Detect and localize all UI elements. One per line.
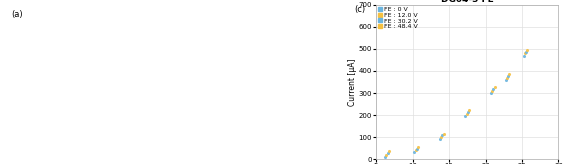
Point — [461, 115, 470, 117]
Text: (c): (c) — [354, 5, 365, 14]
Text: (b): (b) — [196, 10, 208, 19]
Point — [523, 49, 532, 51]
Point — [439, 132, 448, 135]
Point — [521, 52, 530, 55]
Point — [383, 152, 392, 154]
Point — [502, 76, 511, 79]
Legend: FE : 0 V, FE : 12.0 V, FE : 30.2 V, FE : 48.4 V: FE : 0 V, FE : 12.0 V, FE : 30.2 V, FE :… — [378, 6, 418, 30]
Point — [410, 151, 419, 154]
Point — [463, 111, 472, 113]
Point — [438, 134, 447, 137]
Y-axis label: Current [μA]: Current [μA] — [348, 58, 357, 106]
Point — [384, 150, 393, 153]
Point — [462, 113, 471, 115]
Point — [488, 90, 497, 92]
Point — [501, 79, 510, 81]
Point — [519, 54, 528, 57]
Point — [490, 86, 499, 89]
Point — [505, 73, 514, 75]
Point — [522, 50, 531, 53]
Point — [412, 147, 421, 150]
Text: (a): (a) — [11, 10, 23, 19]
Point — [435, 138, 445, 141]
Point — [382, 153, 391, 156]
Point — [503, 74, 513, 77]
Point — [489, 88, 498, 90]
Point — [413, 145, 422, 148]
Point — [380, 156, 390, 158]
Point — [411, 149, 420, 152]
Point — [486, 92, 496, 94]
Point — [464, 109, 473, 112]
Point — [437, 136, 446, 138]
Title: DG04-3 FE: DG04-3 FE — [441, 0, 494, 4]
